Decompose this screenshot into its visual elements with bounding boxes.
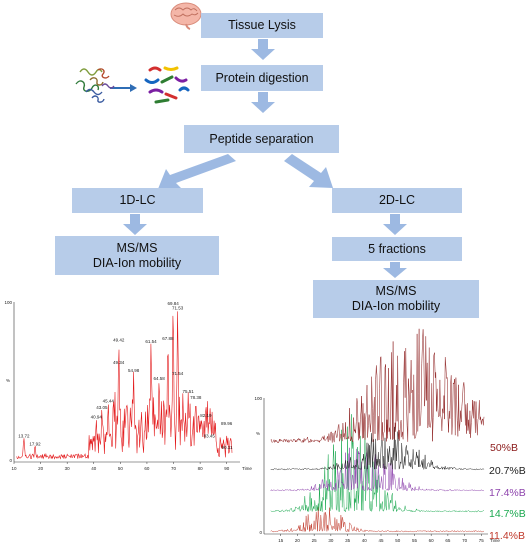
chromatogram-2d-traces <box>270 328 485 533</box>
x-tick-label: 80 <box>198 466 204 471</box>
chromatogram-1d-trace <box>16 311 233 460</box>
arrow-lysis-to-digestion <box>251 39 275 60</box>
y-tick-label: 100 <box>254 396 262 401</box>
trace-line <box>270 328 485 444</box>
x-tick-label: 90 <box>224 466 230 471</box>
series-label-50: 50%B <box>490 442 519 454</box>
peptide-separation-box: Peptide separation <box>184 125 339 153</box>
chromatogram-1d-peak-labels: 13.72 17.92 40.94 43.05 45.44 49.34 49.42 54.98… <box>18 301 233 450</box>
y-tick-label: 100 <box>4 300 12 305</box>
arrow-fractions-to-msms <box>383 262 407 278</box>
peak-label: 40.94 <box>91 414 103 419</box>
x-tick-label: 50 <box>118 466 124 471</box>
fractions-box: 5 fractions <box>332 237 462 261</box>
x-tick-label: 20 <box>38 466 44 471</box>
arrow-separation-to-1dlc <box>158 154 236 189</box>
x-tick-label: 30 <box>65 466 71 471</box>
x-tick-label: 45 <box>379 538 385 543</box>
x-tick-label: 15 <box>278 538 284 543</box>
digestion-arrow-icon <box>110 84 137 92</box>
msms-left-box: MS/MS DIA-Ion mobility <box>55 236 219 275</box>
x-tick-label: 40 <box>91 466 97 471</box>
x-tick-label: 10 <box>11 466 17 471</box>
peak-label: 49.42 <box>113 338 125 343</box>
series-label-14-7: 14.7%B <box>489 508 526 520</box>
arrow-digestion-to-separation <box>251 92 275 113</box>
peak-label: 83.45 <box>204 434 216 439</box>
trace-line <box>270 426 485 471</box>
x-tick-label: 70 <box>462 538 468 543</box>
y-axis-label: % <box>256 431 260 436</box>
x-tick-label: 40 <box>362 538 368 543</box>
protein-digestion-box: Protein digestion <box>201 65 323 91</box>
protein-digestion-label: Protein digestion <box>215 70 309 85</box>
trace-line <box>270 447 485 492</box>
peak-label: 89.96 <box>221 421 233 426</box>
peak-label: 17.92 <box>29 442 41 447</box>
peak-label: 13.72 <box>18 434 30 439</box>
series-label-17-4: 17.4%B <box>489 487 526 499</box>
peak-label: 78.38 <box>190 395 202 400</box>
y-axis-label: % <box>6 378 10 383</box>
peak-label: 75.51 <box>183 389 195 394</box>
x-tick-label: 75 <box>479 538 485 543</box>
msms-left-line2: DIA-Ion mobility <box>92 255 182 270</box>
peak-label: 71.53 <box>172 306 184 311</box>
x-tick-label: 65 <box>445 538 451 543</box>
x-tick-label: 20 <box>295 538 301 543</box>
x-tick-label: 70 <box>171 466 177 471</box>
msms-left-line1: MS/MS <box>116 240 158 255</box>
series-label-20-7: 20.7%B <box>489 465 526 477</box>
msms-right-box: MS/MS DIA-Ion mobility <box>313 280 479 318</box>
1d-lc-box: 1D-LC <box>72 188 203 213</box>
x-tick-label: 50 <box>395 538 401 543</box>
msms-right-line1: MS/MS <box>375 284 417 298</box>
peak-label: 43.05 <box>96 405 108 410</box>
x-tick-label: 60 <box>429 538 435 543</box>
x-tick-label: 25 <box>312 538 318 543</box>
peak-label: 45.44 <box>103 398 115 403</box>
series-label-11-4: 11.4%B <box>489 530 525 542</box>
peak-label: 71.54 <box>172 371 184 376</box>
y-tick-label: 0 <box>259 530 262 535</box>
peak-label: 61.54 <box>145 339 157 344</box>
msms-right-line2: DIA-Ion mobility <box>351 299 441 313</box>
chromatogram-1d-axes: 10 20 30 40 50 60 70 80 90 100 0% Time <box>4 300 252 471</box>
trace-line <box>16 311 233 460</box>
tissue-lysis-box: Tissue Lysis <box>201 13 323 38</box>
x-tick-label: 55 <box>412 538 418 543</box>
trace-line <box>270 506 484 533</box>
1d-lc-label: 1D-LC <box>119 193 156 207</box>
arrow-1dlc-to-msms <box>123 214 147 235</box>
peak-label: 82.19 <box>200 413 212 418</box>
fractions-label: 5 fractions <box>368 241 426 256</box>
peak-label: 64.58 <box>153 376 165 381</box>
x-tick-label: 30 <box>328 538 334 543</box>
y-tick-label: 0 <box>9 458 12 463</box>
x-axis-label: Time <box>490 538 500 543</box>
peak-label: 67.88 <box>162 336 174 341</box>
peak-label: 69.84 <box>167 301 179 306</box>
x-tick-label: 35 <box>345 538 351 543</box>
arrow-2dlc-to-fractions <box>383 214 407 235</box>
2d-lc-box: 2D-LC <box>332 188 462 213</box>
peak-label: 54.98 <box>128 368 140 373</box>
arrow-separation-to-2dlc <box>284 154 333 188</box>
x-tick-label: 60 <box>144 466 150 471</box>
chromatogram-2d-axes: 15 20 25 30 35 40 45 50 55 60 65 70 75 100 0% Time <box>254 396 500 543</box>
peptide-separation-label: Peptide separation <box>209 131 314 146</box>
x-axis-label: Time <box>242 466 252 471</box>
2d-lc-label: 2D-LC <box>378 193 416 207</box>
peak-label: 49.34 <box>113 360 125 365</box>
peak-label: 90.11 <box>222 445 233 450</box>
tissue-lysis-label: Tissue Lysis <box>228 18 296 32</box>
